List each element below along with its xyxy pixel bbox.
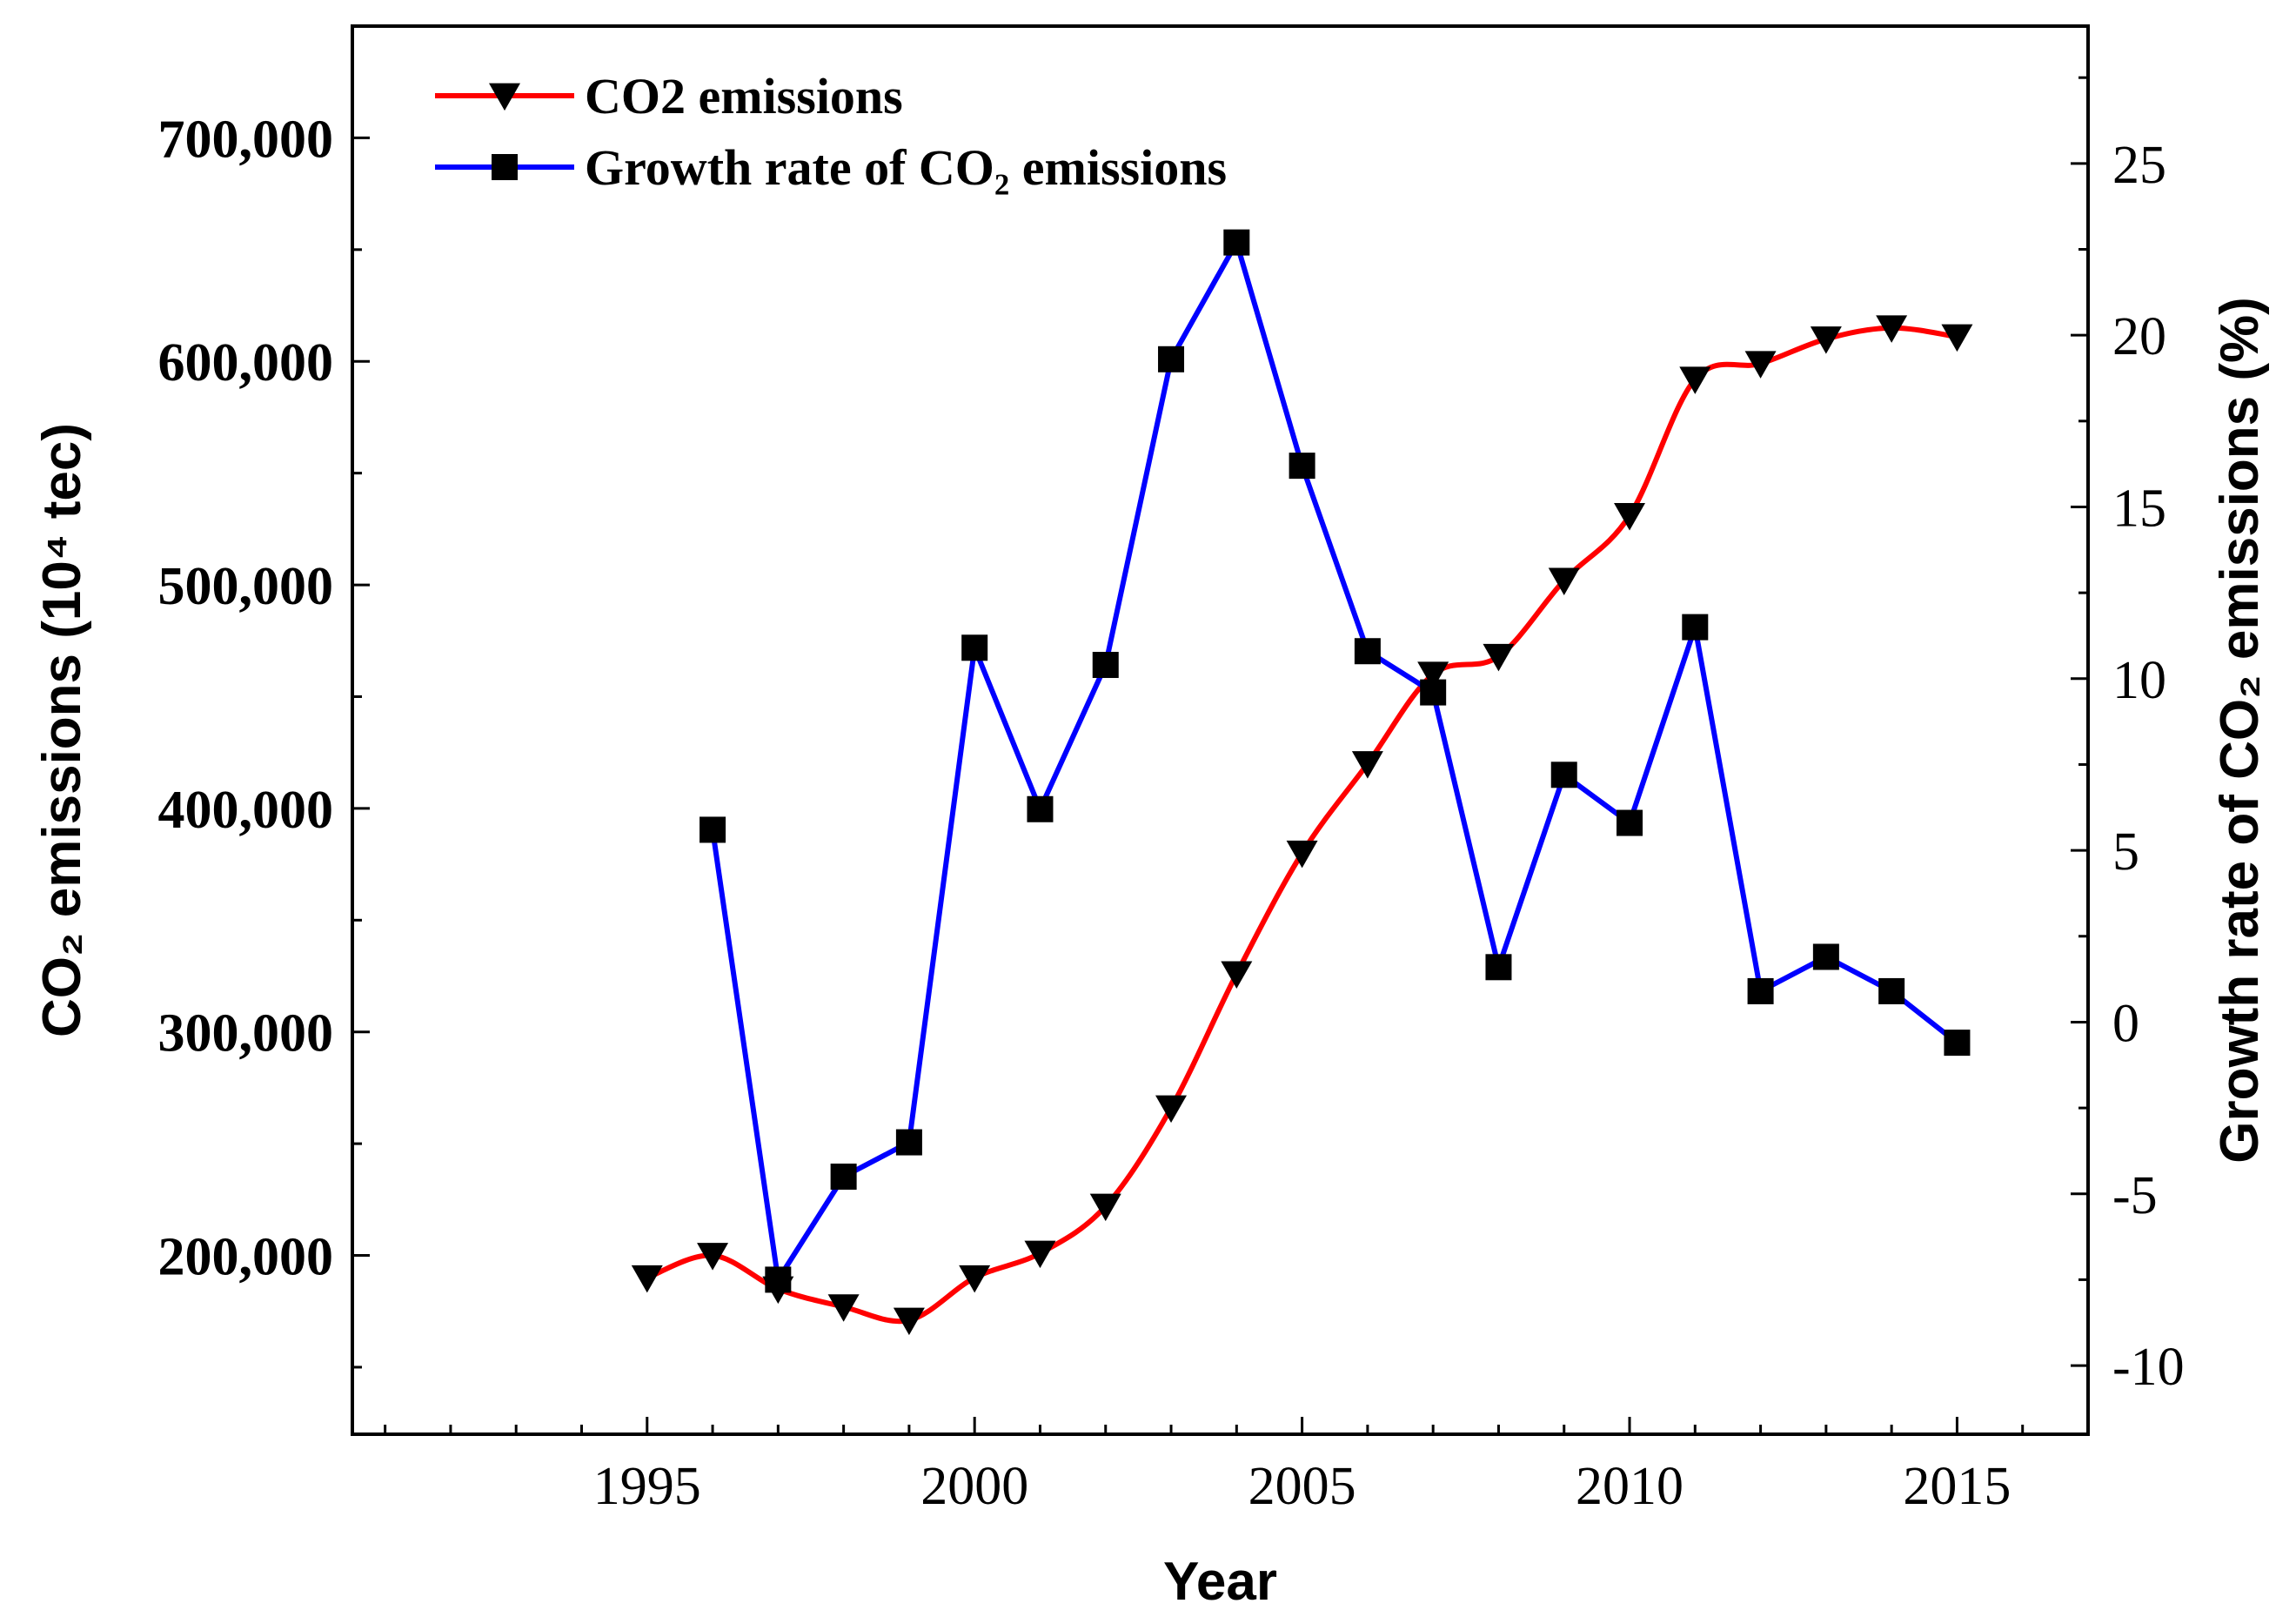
growth-rate-point: [1420, 679, 1447, 706]
y-right-tick-label: 25: [2112, 136, 2166, 195]
legend-marker-square: [492, 154, 518, 180]
co2-emissions-point: [893, 1307, 925, 1336]
y-left-tick-label: 700,000: [158, 110, 334, 169]
co2-emissions-point: [959, 1265, 991, 1293]
co2-emissions-point: [1744, 351, 1777, 379]
growth-rate-point: [700, 816, 726, 843]
legend: CO2 emissions Growth rate of CO₂ emissio…: [435, 68, 1227, 196]
growth-rate-point: [1682, 614, 1709, 641]
growth-rate-point: [1617, 809, 1643, 836]
co2-emissions-point: [1417, 661, 1449, 689]
growth-rate-point: [1354, 638, 1381, 665]
plot-frame: [351, 24, 2090, 1436]
y-left-tick-label: 500,000: [158, 557, 334, 616]
growth-rate-point: [1092, 652, 1119, 679]
y-right-tick-label: 15: [2112, 479, 2166, 538]
co2-emissions-point: [1024, 1240, 1056, 1269]
y-left-tick-label: 300,000: [158, 1004, 334, 1063]
axes-layer: [351, 24, 2090, 1436]
x-tick-label: 2000: [920, 1457, 1028, 1516]
co2-emissions-point: [1089, 1193, 1121, 1222]
series-layer: [631, 229, 1973, 1336]
co2-emissions-point: [697, 1243, 729, 1271]
x-tick-label: 2010: [1576, 1457, 1684, 1516]
legend-marker-triangle: [489, 83, 520, 111]
growth-rate-point: [1027, 795, 1054, 822]
growth-rate-point: [1158, 346, 1185, 372]
co2-emissions-point: [827, 1294, 860, 1322]
y-right-tick-label: 20: [2112, 307, 2166, 366]
y-right-tick-label: 0: [2112, 994, 2139, 1053]
y-left-tick-label: 400,000: [158, 781, 334, 840]
x-tick-label: 2005: [1248, 1457, 1356, 1516]
y-left-tick-label: 600,000: [158, 333, 334, 393]
co2-emissions-point: [1286, 840, 1318, 869]
co2-emissions-point: [1876, 315, 1908, 343]
y-left-axis-title: CO₂ emissions (10⁴ tec): [32, 423, 92, 1037]
growth-rate-point: [1223, 229, 1250, 256]
legend-label-growth-rate: Growth rate of CO₂ emissions: [585, 139, 1227, 196]
growth-rate-point: [1878, 977, 1905, 1004]
growth-rate-point: [1485, 954, 1512, 981]
series-line-growth-rate: [710, 239, 1959, 1283]
co2-emissions-point: [1221, 961, 1253, 990]
x-axis-title: Year: [1163, 1552, 1277, 1612]
y-right-axis-title: Growth rate of CO₂ emissions (%): [2210, 297, 2270, 1164]
growth-rate-point: [895, 1129, 922, 1156]
x-tick-label: 1995: [593, 1457, 701, 1516]
x-tick-label: 2015: [1903, 1457, 2011, 1516]
growth-rate-point: [830, 1164, 857, 1191]
co2-emissions-point: [1548, 567, 1580, 596]
co2-emissions-point: [1155, 1095, 1188, 1124]
co2-emissions-point: [1941, 324, 1973, 352]
legend-label-co2-emissions: CO2 emissions: [585, 68, 903, 124]
y-right-tick-label: -10: [2112, 1338, 2185, 1397]
co2-emissions-point: [1810, 326, 1842, 354]
growth-rate-point: [1289, 453, 1315, 480]
y-right-tick-label: 5: [2112, 822, 2139, 882]
growth-rate-point: [1944, 1030, 1971, 1057]
y-right-tick-label: 10: [2112, 651, 2166, 710]
co2-emissions-point: [1351, 751, 1383, 779]
growth-rate-point: [1812, 943, 1839, 970]
co2-emissions-point: [1614, 503, 1646, 531]
co2-emissions-point: [631, 1265, 663, 1293]
co2-emissions-point: [1483, 643, 1515, 672]
co2-emissions-point: [1679, 366, 1711, 394]
growth-rate-point: [961, 634, 988, 661]
growth-rate-point: [1747, 977, 1774, 1004]
y-right-tick-label: -5: [2112, 1166, 2158, 1225]
growth-rate-point: [1550, 762, 1577, 788]
labels-layer: 1995 2000 2005 2010 2015200,000300,000400,00…: [158, 110, 2185, 1516]
y-left-tick-label: 200,000: [158, 1228, 334, 1287]
growth-rate-point: [765, 1266, 792, 1293]
